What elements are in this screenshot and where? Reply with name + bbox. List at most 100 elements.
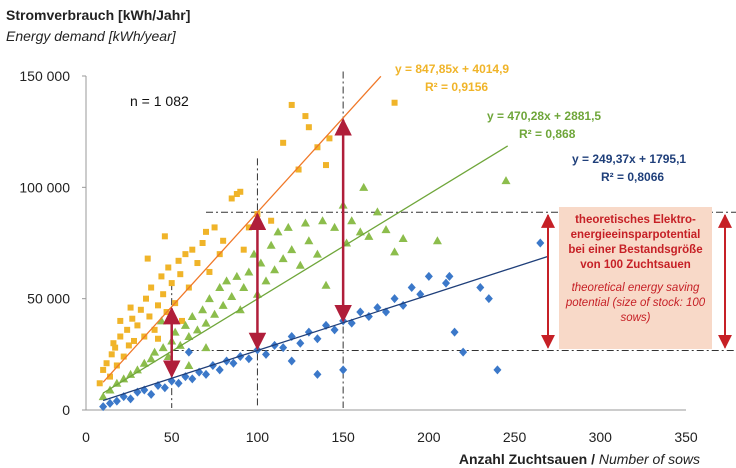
data-point-square	[268, 217, 275, 224]
data-point-diamond	[356, 307, 365, 317]
data-point-square	[131, 337, 137, 344]
data-point-triangle	[146, 354, 156, 363]
data-point-triangle	[304, 236, 314, 245]
data-point-square	[144, 255, 151, 262]
x-tick-label: 350	[674, 429, 698, 445]
data-point-square	[203, 228, 209, 235]
data-point-square	[182, 251, 189, 258]
data-point-triangle	[184, 360, 194, 369]
data-point-square	[107, 373, 113, 380]
data-point-square	[151, 326, 158, 333]
data-point-diamond	[160, 383, 169, 393]
sample-size-label: n = 1 082	[130, 93, 189, 109]
data-point-diamond	[373, 303, 382, 313]
data-point-square	[161, 233, 168, 240]
data-point-square	[100, 366, 107, 373]
data-point-triangle	[359, 182, 369, 191]
data-point-square	[233, 191, 240, 198]
data-point-square	[194, 260, 201, 267]
data-point-square	[129, 315, 136, 322]
data-point-triangle	[215, 283, 225, 292]
data-point-diamond	[99, 402, 108, 412]
trend-line	[102, 255, 550, 402]
data-point-square	[168, 280, 175, 287]
data-point-square	[189, 246, 196, 253]
data-point-diamond	[296, 338, 305, 348]
data-point-square	[110, 340, 117, 347]
data-point-triangle	[312, 249, 322, 258]
data-point-square	[158, 273, 165, 280]
data-point-square	[391, 99, 398, 106]
y-axis-title-english: Energy demand [kWh/year]	[6, 28, 176, 44]
data-point-triangle	[273, 227, 283, 236]
regression-equation: y = 249,37x + 1795,1	[572, 152, 686, 166]
data-point-square	[137, 306, 144, 313]
trend-line	[102, 75, 382, 383]
x-axis-title: Anzahl Zuchtsauen / Number of sows	[459, 451, 700, 467]
data-point-diamond	[484, 294, 493, 304]
data-point-triangle	[270, 265, 280, 274]
data-point-square	[127, 304, 134, 311]
data-point-square	[245, 224, 252, 231]
x-tick-label: 50	[164, 429, 180, 445]
data-point-triangle	[239, 283, 249, 292]
data-point-triangle	[330, 222, 340, 231]
data-point-triangle	[232, 271, 242, 280]
data-point-triangle	[321, 280, 331, 289]
data-point-triangle	[390, 247, 400, 256]
data-point-diamond	[106, 398, 114, 408]
x-axis-title-english: Number of sows	[598, 451, 700, 467]
data-point-triangle	[180, 320, 190, 329]
data-point-square	[117, 333, 124, 340]
x-tick-label: 0	[82, 429, 90, 445]
data-point-triangle	[119, 374, 129, 383]
data-point-triangle	[295, 260, 305, 269]
data-point-square	[148, 284, 155, 291]
data-point-square	[155, 335, 161, 342]
regression-equation: y = 847,85x + 4014,9	[395, 62, 509, 76]
data-point-triangle	[355, 227, 365, 236]
data-point-triangle	[201, 318, 211, 327]
data-point-diamond	[287, 356, 296, 366]
data-point-triangle	[204, 294, 214, 303]
data-point-diamond	[313, 334, 322, 344]
data-point-triangle	[266, 240, 276, 249]
data-point-square	[211, 224, 218, 231]
data-point-square	[326, 135, 333, 142]
data-point-square	[295, 166, 302, 173]
data-point-diamond	[536, 238, 545, 248]
data-point-square	[240, 246, 247, 253]
data-point-square	[165, 264, 172, 271]
data-point-diamond	[330, 325, 339, 335]
data-point-square	[134, 322, 141, 329]
y-axis-title-german: Stromverbrauch [kWh/Jahr]	[6, 7, 191, 23]
data-point-diamond	[262, 349, 270, 359]
data-point-diamond	[445, 271, 454, 281]
data-point-square	[323, 162, 329, 169]
data-point-square	[206, 268, 213, 275]
data-point-diamond	[174, 378, 183, 388]
data-point-square	[146, 313, 153, 320]
x-tick-label: 250	[503, 429, 527, 445]
data-point-triangle	[98, 392, 108, 401]
data-point-square	[155, 302, 161, 309]
data-point-square	[120, 353, 127, 360]
y-tick-label: 50 000	[27, 291, 70, 307]
data-point-square	[280, 139, 287, 146]
data-point-diamond	[442, 278, 450, 288]
data-point-diamond	[459, 347, 468, 357]
data-point-square	[125, 342, 132, 349]
data-point-triangle	[126, 369, 136, 378]
data-point-square	[305, 124, 312, 131]
data-point-square	[179, 317, 185, 324]
x-tick-label: 300	[589, 429, 613, 445]
data-point-square	[117, 317, 124, 324]
data-point-triangle	[112, 378, 122, 387]
saving-potential-text-german: theoretisches Elektro-energieeinsparpote…	[568, 214, 703, 271]
data-point-diamond	[126, 394, 135, 404]
data-point-square	[288, 101, 295, 108]
data-point-square	[302, 113, 309, 120]
data-point-triangle	[287, 245, 297, 254]
data-point-diamond	[202, 369, 210, 379]
data-point-triangle	[210, 309, 220, 318]
